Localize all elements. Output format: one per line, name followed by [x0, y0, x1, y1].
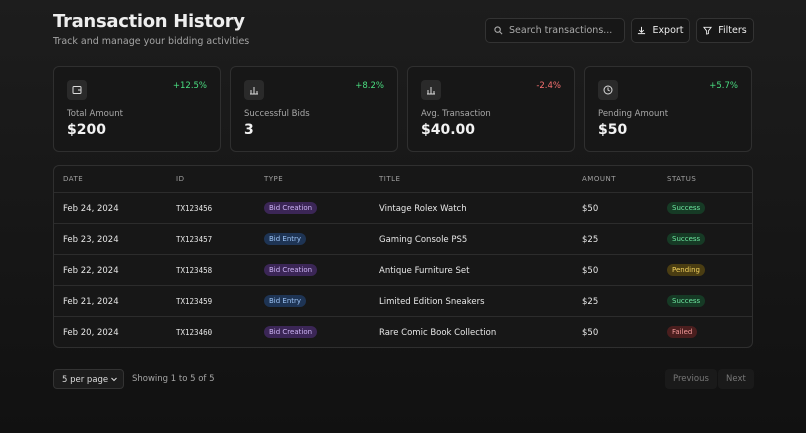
title: Rare Comic Book Collection	[379, 328, 497, 338]
stat-label: Total Amount	[67, 109, 123, 119]
filters-button[interactable]: Filters	[696, 18, 754, 43]
export-icon	[638, 26, 646, 35]
table-row: Feb 23, 2024 TX123457 Bid Entry Gaming Cons…	[54, 223, 752, 254]
stat-card: +5.7% Pending Amount $50	[584, 66, 752, 152]
search-icon	[494, 26, 503, 35]
column-header: TYPE	[264, 175, 284, 183]
stat-card: +8.2% Successful Bids 3	[230, 66, 398, 152]
stat-change: -2.4%	[536, 81, 561, 91]
stat-icon	[244, 80, 264, 100]
previous-button[interactable]: Previous	[665, 369, 717, 389]
stat-icon	[598, 80, 618, 100]
date: Feb 23, 2024	[63, 235, 119, 245]
amount: $25	[582, 235, 599, 245]
column-header: STATUS	[667, 175, 697, 183]
export-button[interactable]: Export	[631, 18, 690, 43]
stat-label: Pending Amount	[598, 109, 669, 119]
id: TX123458	[176, 266, 213, 275]
id: TX123459	[176, 297, 213, 306]
title: Vintage Rolex Watch	[379, 204, 467, 214]
pagination-summary: Showing 1 to 5 of 5	[132, 374, 215, 384]
transactions-table: DATE ID TYPE TITLE AMOUNT STATUS Feb 24,…	[53, 165, 753, 348]
status-badge: Success	[667, 233, 706, 245]
table-row: Feb 22, 2024 TX123458 Bid Creation Antique …	[54, 254, 752, 285]
status-badge: Success	[667, 295, 706, 307]
search-input[interactable]: Search transactions...	[485, 18, 625, 43]
stat-card: -2.4% Avg. Transaction $40.00	[407, 66, 575, 152]
title: Gaming Console PS5	[379, 235, 468, 245]
stat-change: +8.2%	[355, 81, 384, 91]
date: Feb 20, 2024	[63, 328, 119, 338]
id: TX123457	[176, 235, 213, 244]
chevron	[111, 377, 117, 382]
stat-value: $50	[598, 122, 628, 138]
stat-card: +12.5% Total Amount $200	[53, 66, 221, 152]
amount: $50	[582, 266, 599, 276]
stat-label: Avg. Transaction	[421, 109, 491, 119]
amount: $50	[582, 328, 599, 338]
status-badge: Pending	[667, 264, 705, 276]
stat-change: +12.5%	[172, 81, 207, 91]
table-row: Feb 24, 2024 TX123456 Bid Creation Vintage …	[54, 192, 752, 223]
amount: $25	[582, 297, 599, 307]
table-row: Feb 20, 2024 TX123460 Bid Creation Rare Com…	[54, 316, 752, 347]
date: Feb 21, 2024	[63, 297, 119, 307]
status-badge: Failed	[667, 326, 698, 338]
stat-label: Successful Bids	[244, 109, 310, 119]
subtitle: Track and manage your bidding activities	[53, 36, 250, 47]
stat-value: $40.00	[421, 122, 476, 138]
per-page-label: 5 per page	[62, 375, 109, 385]
stat-value: 3	[244, 122, 254, 138]
type-badge: Bid Creation	[264, 326, 318, 338]
title: Antique Furniture Set	[379, 266, 470, 276]
search-placeholder: Search transactions...	[509, 25, 613, 36]
type-badge: Bid Entry	[264, 233, 307, 245]
stat-icon	[421, 80, 441, 100]
date: Feb 24, 2024	[63, 204, 119, 214]
stat-icon	[67, 80, 87, 100]
column-header: DATE	[63, 175, 84, 183]
table-row: Feb 21, 2024 TX123459 Bid Entry Limited Edi…	[54, 285, 752, 316]
stat-value: $200	[67, 122, 106, 138]
title: Limited Edition Sneakers	[379, 297, 485, 307]
export-label: Export	[652, 25, 684, 36]
next-button[interactable]: Next	[718, 369, 754, 389]
id: TX123460	[176, 328, 213, 337]
date: Feb 22, 2024	[63, 266, 119, 276]
column-header: TITLE	[379, 175, 401, 183]
type-badge: Bid Entry	[264, 295, 307, 307]
stat-change: +5.7%	[709, 81, 738, 91]
id: TX123456	[176, 204, 213, 213]
type-badge: Bid Creation	[264, 202, 318, 214]
page-title: Transaction History	[53, 11, 245, 32]
column-header: AMOUNT	[582, 175, 616, 183]
per-page-select[interactable]: 5 per page	[53, 369, 124, 389]
amount: $50	[582, 204, 599, 214]
filters-label: Filters	[718, 25, 747, 36]
type-badge: Bid Creation	[264, 264, 318, 276]
filter-icon	[703, 26, 713, 35]
status-badge: Success	[667, 202, 706, 214]
column-header: ID	[176, 175, 185, 183]
